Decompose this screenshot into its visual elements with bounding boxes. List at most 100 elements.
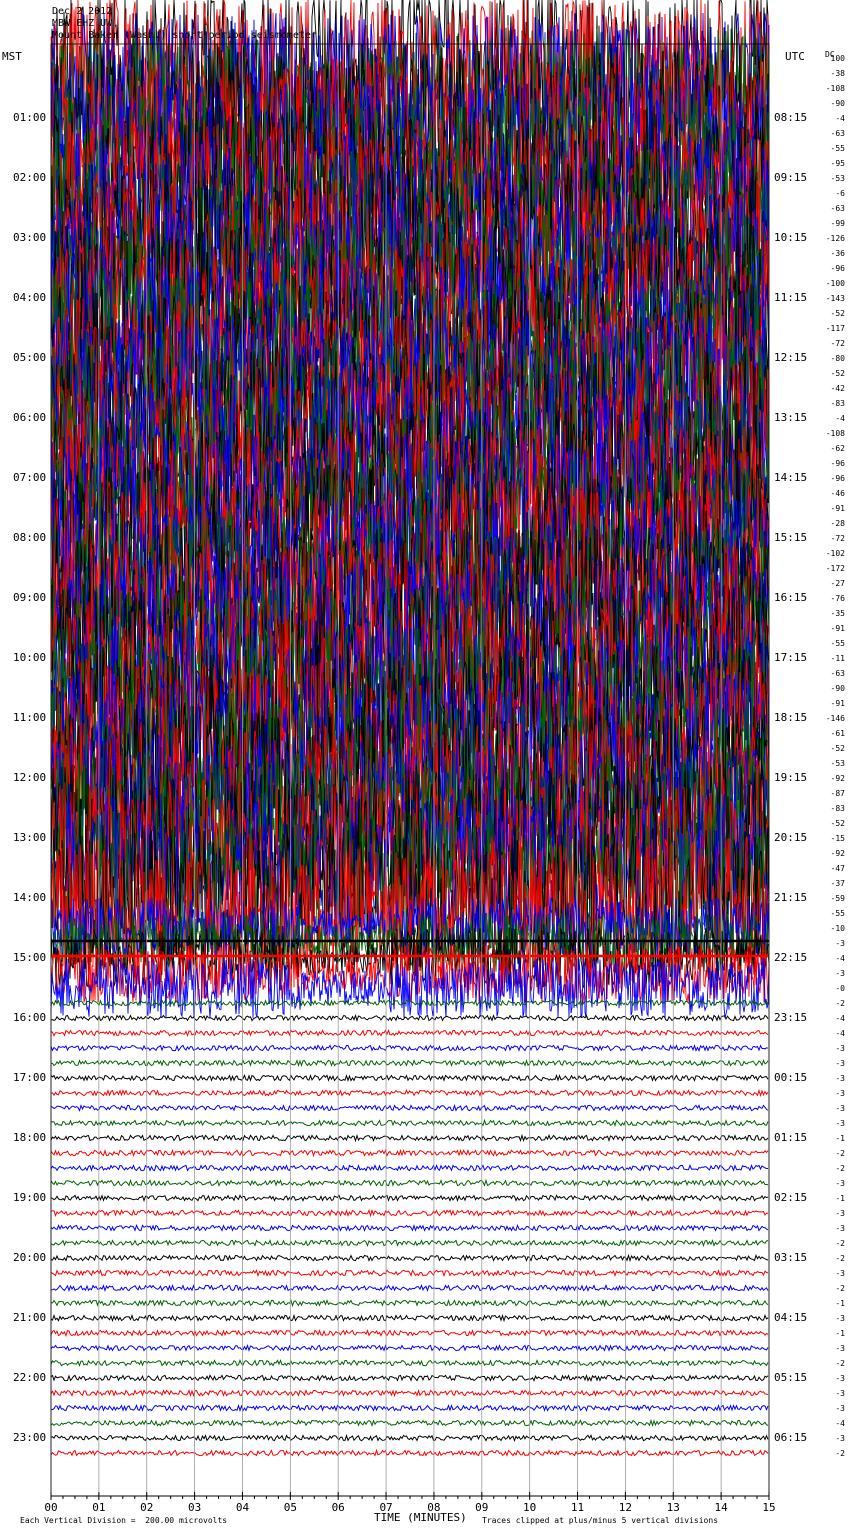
right-hour-label: 17:15 (774, 651, 808, 664)
left-hour-label: 11:00 (13, 711, 47, 724)
trace-82-blue (50, 1283, 769, 1293)
dc-offset-label: -2 (835, 1449, 845, 1458)
dc-offset-label: -90 (830, 99, 845, 108)
right-timezone-label: UTC (785, 50, 805, 63)
dc-offset-label: -80 (830, 354, 845, 363)
x-tick-label-3: 03 (188, 1501, 201, 1514)
dc-offset-label: -102 (825, 549, 845, 558)
dc-offset-label: -100 (825, 279, 845, 288)
dc-offset-label: -146 (825, 714, 845, 723)
dc-offset-label: -0 (835, 984, 845, 993)
dc-offset-label: -3 (835, 1059, 845, 1068)
dc-offset-label: -3 (835, 1314, 845, 1323)
right-hour-label: 13:15 (774, 411, 808, 424)
right-hour-label: 03:15 (774, 1251, 808, 1264)
x-tick-label-8: 08 (427, 1501, 440, 1514)
dc-offset-label: -143 (825, 294, 845, 303)
trace-65-red (50, 1029, 769, 1038)
right-hour-label: 08:15 (774, 111, 808, 124)
dc-offset-label: -126 (825, 234, 845, 243)
trace-86-blue (50, 1344, 769, 1353)
right-hour-label: 18:15 (774, 711, 808, 724)
trace-84-black (50, 1313, 769, 1323)
right-hour-label: 16:15 (774, 591, 808, 604)
dc-offset-label: -55 (830, 639, 845, 648)
left-hour-label: 08:00 (13, 531, 47, 544)
right-hour-label: 05:15 (774, 1371, 808, 1384)
trace-92-black (50, 1433, 769, 1442)
trace-89-red (50, 1389, 769, 1398)
trace-79-green (50, 1239, 769, 1248)
right-hour-label: 06:15 (774, 1431, 808, 1444)
dc-offset-label: -76 (830, 594, 845, 603)
left-hour-label: 19:00 (13, 1191, 47, 1204)
x-tick-label-10: 10 (523, 1501, 536, 1514)
dc-offset-label: -3 (835, 1404, 845, 1413)
dc-offset-label: -108 (825, 429, 845, 438)
trace-83-green (50, 1298, 769, 1308)
trace-78-blue (50, 1223, 769, 1232)
dc-offset-label: -1 (835, 1134, 845, 1143)
dc-offset-label: -38 (830, 69, 845, 78)
dc-offset-label: -3 (835, 969, 845, 978)
dc-offset-label: -59 (830, 894, 845, 903)
dc-offset-label: -91 (830, 699, 845, 708)
trace-88-black (50, 1373, 769, 1382)
trace-72-black (50, 1133, 769, 1143)
station-channel: MBW EHZ UW (52, 18, 113, 29)
dc-offset-label: -3 (835, 1119, 845, 1128)
dc-offset-label: -3 (835, 1044, 845, 1053)
dc-offset-label: -42 (830, 384, 845, 393)
dc-offset-label: -3 (835, 1434, 845, 1443)
dc-offset-label: -53 (830, 174, 845, 183)
left-hour-label: 07:00 (13, 471, 47, 484)
right-hour-label: 09:15 (774, 171, 808, 184)
vertical-division-note: Each Vertical Division = 200.00 microvol… (20, 1516, 228, 1525)
left-hour-label: 02:00 (13, 171, 47, 184)
dc-offset-label: -172 (825, 564, 845, 573)
dc-offset-label: -3 (835, 1389, 845, 1398)
right-hour-label: 19:15 (774, 771, 808, 784)
dc-offset-label: -52 (830, 369, 845, 378)
dc-offset-label: -55 (830, 909, 845, 918)
left-hour-label: 04:00 (13, 291, 47, 304)
dc-offset-label: -4 (835, 1419, 845, 1428)
dc-offset-label: -3 (835, 1074, 845, 1083)
dc-offset-label: -3 (835, 1209, 845, 1218)
right-hour-label: 14:15 (774, 471, 808, 484)
left-hour-label: 06:00 (13, 411, 47, 424)
x-axis-title: TIME (MINUTES) (374, 1511, 467, 1524)
dc-offset-label: -72 (830, 339, 845, 348)
dc-offset-label: -53 (830, 759, 845, 768)
clipping-note: Traces clipped at plus/minus 5 vertical … (482, 1516, 719, 1525)
dc-offset-label: -63 (830, 204, 845, 213)
dc-offset-label: -83 (830, 399, 845, 408)
dc-offset-label: -2 (835, 999, 845, 1008)
left-hour-label: 14:00 (13, 891, 47, 904)
dc-offset-label: -91 (830, 624, 845, 633)
dc-offset-label: -3 (835, 1089, 845, 1098)
trace-75-green (50, 1178, 769, 1187)
dc-offset-label: -1 (835, 1194, 845, 1203)
trace-66-blue (50, 1043, 769, 1052)
trace-63-green (50, 998, 769, 1008)
dc-offset-label: -2 (835, 1149, 845, 1158)
left-hour-label: 17:00 (13, 1071, 47, 1084)
trace-85-red (50, 1329, 769, 1338)
dc-offset-label: -63 (830, 129, 845, 138)
dc-offset-label: -4 (835, 1014, 845, 1023)
station-description: Mount Baker (Wash.) short period seismom… (52, 30, 317, 41)
left-hour-label: 09:00 (13, 591, 47, 604)
dc-offset-label: -55 (830, 144, 845, 153)
dc-offset-label: -47 (830, 864, 845, 873)
dc-offset-label: -87 (830, 789, 845, 798)
dc-offset-label: -3 (835, 1269, 845, 1278)
trace-70-blue (50, 1103, 769, 1112)
left-hour-label: 21:00 (13, 1311, 47, 1324)
dc-offset-label: -1 (835, 1299, 845, 1308)
trace-76-black (50, 1194, 769, 1203)
dc-offset-label: -2 (835, 1254, 845, 1263)
dc-offset-label: -2 (835, 1239, 845, 1248)
right-hour-label: 15:15 (774, 531, 808, 544)
dc-offset-label: -92 (830, 774, 845, 783)
